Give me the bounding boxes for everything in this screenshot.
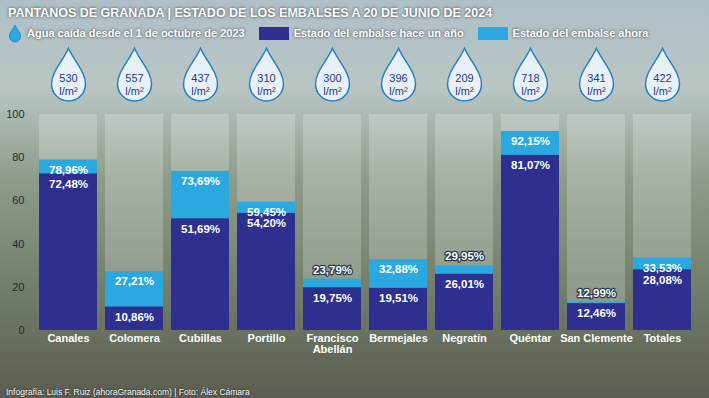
svg-text:26,01%: 26,01%: [445, 278, 484, 290]
svg-text:422l/m²: 422l/m²: [653, 72, 672, 97]
svg-text:40: 40: [12, 238, 24, 250]
svg-text:73,69%: 73,69%: [181, 175, 220, 187]
html-text:Agua caída desde el 1 de octub: Agua caída desde el 1 de octubre de 2023: [27, 27, 245, 39]
svg-text:32,88%: 32,88%: [379, 263, 418, 275]
svg-text:78,96%: 78,96%: [49, 164, 88, 176]
html-text:Estado del embalse hace un año: Estado del embalse hace un año: [293, 27, 464, 39]
svg-text:557l/m²: 557l/m²: [125, 72, 144, 97]
svg-text:718l/m²: 718l/m²: [521, 72, 540, 97]
svg-text:FranciscoAbellán: FranciscoAbellán: [307, 332, 359, 355]
svg-text:19,51%: 19,51%: [379, 292, 418, 304]
svg-text:Totales: Totales: [644, 332, 682, 344]
svg-text:33,53%: 33,53%: [643, 262, 682, 274]
svg-text:80: 80: [12, 151, 24, 163]
svg-text:19,75%: 19,75%: [313, 292, 352, 304]
svg-text:530l/m²: 530l/m²: [59, 72, 78, 97]
svg-text:Colomera: Colomera: [109, 332, 161, 344]
svg-text:Portillo: Portillo: [248, 332, 286, 344]
svg-text:81,07%: 81,07%: [511, 159, 550, 171]
svg-text:10,86%: 10,86%: [115, 311, 154, 323]
svg-text:Canales: Canales: [47, 332, 89, 344]
html-text:Estado del embalse ahora: Estado del embalse ahora: [512, 27, 649, 39]
svg-text:341l/m²: 341l/m²: [587, 72, 606, 97]
svg-text:12,46%: 12,46%: [577, 307, 616, 319]
svg-text:60: 60: [12, 194, 24, 206]
svg-text:54,20%: 54,20%: [247, 217, 286, 229]
svg-text:28,08%: 28,08%: [643, 274, 682, 286]
svg-text:92,15%: 92,15%: [511, 135, 550, 147]
svg-text:0: 0: [18, 324, 24, 336]
svg-text:23,79%: 23,79%: [313, 264, 352, 276]
svg-text:396l/m²: 396l/m²: [389, 72, 408, 97]
svg-text:12,99%: 12,99%: [577, 287, 616, 299]
svg-text:Cubillas: Cubillas: [179, 332, 222, 344]
svg-text:San Clemente: San Clemente: [560, 332, 633, 344]
svg-text:209l/m²: 209l/m²: [455, 72, 474, 97]
svg-text:29,95%: 29,95%: [445, 250, 484, 262]
svg-text:59,45%: 59,45%: [247, 206, 286, 218]
svg-text:Negratín: Negratín: [442, 332, 487, 344]
svg-text:Quéntar: Quéntar: [509, 332, 552, 344]
svg-text:437l/m²: 437l/m²: [191, 72, 210, 97]
svg-text:300l/m²: 300l/m²: [323, 72, 342, 97]
svg-text:Bermejales: Bermejales: [369, 332, 428, 344]
html-text:Infografía: Luis F. Ruiz (ahor: Infografía: Luis F. Ruiz (ahoraGranada.c…: [6, 387, 250, 397]
svg-text:20: 20: [12, 281, 24, 293]
svg-text:72,48%: 72,48%: [49, 178, 88, 190]
html-text:PANTANOS DE GRANADA | ESTADO D: PANTANOS DE GRANADA | ESTADO DE LOS EMBA…: [8, 6, 493, 20]
svg-text:100: 100: [6, 108, 24, 120]
svg-text:27,21%: 27,21%: [115, 275, 154, 287]
svg-text:51,69%: 51,69%: [181, 223, 220, 235]
svg-text:310l/m²: 310l/m²: [257, 72, 276, 97]
